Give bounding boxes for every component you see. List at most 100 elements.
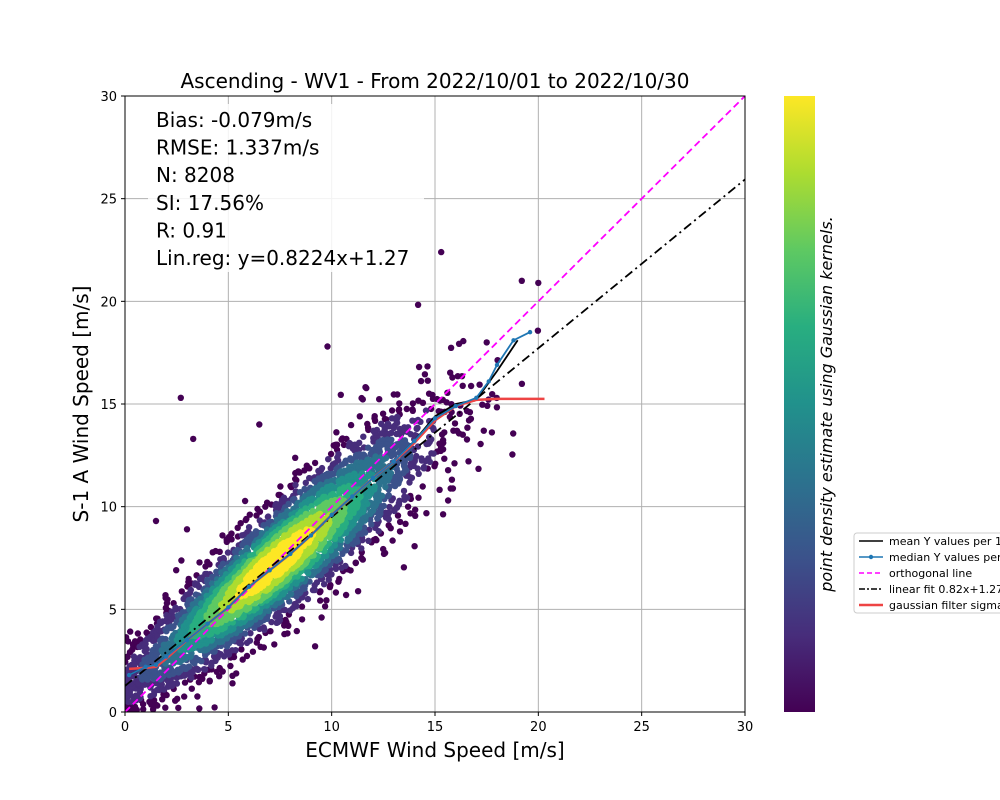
density-point <box>125 638 132 645</box>
density-point <box>267 628 274 635</box>
density-point <box>293 477 300 484</box>
median-marker <box>527 329 533 335</box>
density-point <box>321 603 329 610</box>
series-lines <box>125 96 745 712</box>
density-point <box>385 522 392 529</box>
density-point <box>465 458 472 465</box>
density-point <box>371 417 379 424</box>
density-point <box>432 460 439 467</box>
density-point <box>281 630 288 638</box>
density-point <box>247 630 254 637</box>
density-point <box>356 439 363 446</box>
y-tick-label: 10 <box>100 501 117 516</box>
stat-line: Lin.reg: y=0.8224x+1.27 <box>156 246 409 270</box>
density-point <box>131 703 139 710</box>
density-point <box>475 465 482 472</box>
density-point <box>324 343 331 350</box>
density-point <box>234 524 241 531</box>
density-point <box>424 377 431 384</box>
median-marker <box>153 662 159 667</box>
density-point <box>139 701 147 708</box>
density-point <box>407 431 414 438</box>
density-point <box>196 559 203 566</box>
legend-frame <box>853 532 1000 614</box>
density-point <box>229 647 236 654</box>
density-point <box>162 704 169 711</box>
density-point <box>423 510 430 517</box>
density-point <box>293 627 300 635</box>
median-marker <box>453 403 458 409</box>
density-point <box>420 463 428 471</box>
density-point <box>382 483 389 491</box>
density-point <box>233 670 240 677</box>
density-point <box>173 567 180 574</box>
density-point <box>396 400 403 407</box>
y-axis-label: S-1 A Wind Speed [m/s] <box>69 286 93 523</box>
density-point <box>399 458 406 465</box>
density-point <box>438 248 445 256</box>
median-marker <box>350 494 355 499</box>
density-point <box>451 420 459 427</box>
density-point <box>365 426 372 434</box>
median-marker <box>370 475 376 481</box>
density-point <box>415 363 423 371</box>
median-marker <box>205 621 210 626</box>
density-point <box>396 518 404 526</box>
density-point <box>415 494 422 501</box>
stat-line: N: 8208 <box>156 163 235 187</box>
legend-entry: median Y values per <box>889 551 1000 564</box>
density-point <box>347 549 355 557</box>
density-point <box>249 648 257 655</box>
density-point <box>268 618 275 626</box>
density-point <box>325 576 332 583</box>
density-point <box>455 340 463 347</box>
density-point <box>224 549 232 556</box>
stats-box: Bias: -0.079m/s RMSE: 1.337m/s N: 8208 SI: … <box>148 104 424 272</box>
density-point <box>304 595 312 603</box>
density-point <box>394 512 402 519</box>
density-point <box>333 441 341 448</box>
density-point <box>463 407 471 415</box>
density-point <box>396 528 404 535</box>
density-point <box>193 665 200 672</box>
median-marker <box>143 664 148 670</box>
median-marker <box>329 512 334 518</box>
density-point <box>320 581 328 588</box>
density-point <box>223 647 230 655</box>
density-point <box>186 589 194 597</box>
density-point <box>412 512 419 519</box>
density-point <box>379 410 387 417</box>
density-point <box>216 548 223 555</box>
density-point <box>419 483 426 490</box>
density-point <box>264 513 272 521</box>
density-point <box>181 679 189 686</box>
density-point <box>518 277 525 284</box>
density-point <box>183 526 191 533</box>
median-marker <box>164 654 169 659</box>
density-point <box>402 520 409 527</box>
density-point <box>242 516 249 524</box>
y-tick-label: 30 <box>100 90 117 105</box>
density-point <box>464 424 471 431</box>
density-point <box>447 369 454 376</box>
density-point <box>246 637 254 644</box>
density-point <box>327 450 335 458</box>
density-point <box>463 436 471 443</box>
density-point <box>480 427 487 434</box>
density-point <box>257 643 264 650</box>
density-point <box>406 479 413 486</box>
density-point <box>188 596 195 603</box>
density-point <box>327 581 334 589</box>
density-point <box>390 424 397 432</box>
density-point <box>255 633 262 641</box>
density-point <box>365 537 372 544</box>
density-point <box>208 659 215 666</box>
density-point <box>301 467 308 474</box>
density-point <box>394 391 401 398</box>
x-tick-label: 10 <box>323 720 340 735</box>
density-point <box>428 450 435 457</box>
density-point <box>229 680 236 687</box>
series-line-3 <box>125 178 745 687</box>
median-marker <box>412 438 417 444</box>
